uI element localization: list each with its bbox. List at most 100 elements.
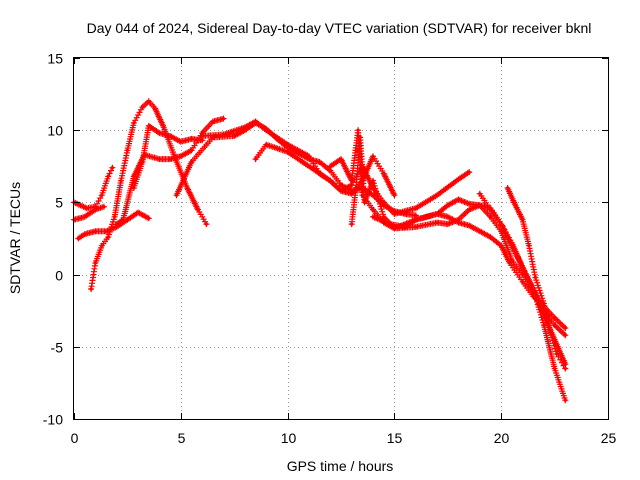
series-track-13 bbox=[476, 190, 569, 339]
data-point bbox=[89, 287, 93, 291]
x-tick-label: 20 bbox=[494, 430, 510, 446]
data-point bbox=[478, 192, 482, 196]
data-point bbox=[542, 323, 546, 327]
data-point bbox=[140, 105, 144, 109]
data-point bbox=[512, 200, 516, 204]
data-point bbox=[211, 119, 215, 124]
data-point bbox=[382, 171, 386, 176]
y-tick-label: 0 bbox=[55, 268, 63, 284]
data-point bbox=[339, 183, 343, 187]
data-point bbox=[563, 366, 567, 371]
data-point bbox=[204, 222, 208, 226]
chart-title: Day 044 of 2024, Sidereal Day-to-day VTE… bbox=[87, 20, 592, 36]
data-point bbox=[563, 398, 567, 402]
data-point bbox=[392, 193, 396, 197]
data-point bbox=[388, 222, 392, 226]
data-point bbox=[456, 221, 461, 225]
data-point bbox=[125, 148, 129, 152]
data-point bbox=[553, 366, 557, 371]
data-point bbox=[93, 208, 97, 212]
data-point bbox=[499, 244, 503, 248]
data-point bbox=[478, 229, 482, 233]
data-point bbox=[456, 177, 461, 181]
x-tick-label: 10 bbox=[281, 430, 297, 446]
data-point bbox=[414, 206, 418, 210]
series-track-4 bbox=[88, 98, 210, 292]
data-point bbox=[521, 280, 525, 284]
data-point bbox=[371, 193, 375, 197]
data-point bbox=[362, 200, 367, 204]
y-tick-label: 15 bbox=[47, 51, 63, 67]
data-point bbox=[286, 143, 290, 147]
data-point bbox=[168, 134, 172, 138]
data-point bbox=[179, 154, 183, 158]
data-point bbox=[106, 235, 110, 239]
data-point bbox=[446, 222, 450, 226]
data-point bbox=[125, 218, 129, 222]
data-point bbox=[110, 166, 114, 170]
y-axis-label: SDTVAR / TECUs bbox=[7, 182, 23, 294]
data-point bbox=[196, 208, 200, 212]
data-point bbox=[478, 203, 482, 207]
data-point bbox=[189, 148, 194, 152]
plot-frame bbox=[73, 57, 609, 420]
data-point bbox=[350, 222, 354, 226]
data-point bbox=[382, 200, 386, 204]
data-point bbox=[555, 352, 559, 356]
data-point bbox=[85, 206, 89, 210]
data-point bbox=[467, 202, 471, 206]
data-point bbox=[563, 326, 567, 330]
data-point bbox=[162, 125, 166, 129]
data-point bbox=[136, 210, 140, 215]
data-point bbox=[76, 236, 80, 241]
data-point bbox=[508, 261, 512, 265]
x-tick-label: 5 bbox=[178, 430, 186, 446]
data-point bbox=[328, 164, 332, 168]
data-point bbox=[254, 119, 258, 124]
data-point bbox=[78, 203, 82, 207]
data-point bbox=[102, 205, 106, 209]
data-point bbox=[200, 134, 204, 138]
y-tick-label: -10 bbox=[43, 412, 63, 428]
data-point bbox=[100, 244, 104, 248]
data-point bbox=[153, 106, 157, 111]
data-point bbox=[382, 215, 386, 219]
data-point bbox=[174, 193, 179, 197]
data-point bbox=[548, 330, 552, 334]
data-point bbox=[264, 128, 268, 132]
data-point bbox=[499, 222, 503, 226]
x-tick-label: 0 bbox=[71, 430, 79, 446]
series-track-6 bbox=[130, 122, 206, 191]
data-point bbox=[553, 323, 557, 327]
data-point bbox=[189, 137, 194, 141]
data-point bbox=[456, 197, 461, 202]
data-point bbox=[350, 179, 354, 183]
data-point bbox=[121, 218, 125, 222]
data-point bbox=[371, 179, 375, 183]
data-point bbox=[243, 125, 247, 129]
data-point bbox=[232, 134, 236, 138]
data-point bbox=[106, 174, 110, 178]
data-point bbox=[132, 121, 136, 125]
data-point bbox=[339, 189, 343, 193]
data-point bbox=[467, 223, 471, 228]
data-point bbox=[147, 124, 151, 128]
data-point bbox=[339, 157, 343, 161]
data-point bbox=[185, 186, 189, 190]
data-point bbox=[446, 215, 450, 219]
data-point bbox=[350, 183, 354, 187]
data-point bbox=[115, 222, 119, 226]
data-point bbox=[403, 225, 407, 229]
data-point bbox=[371, 154, 375, 158]
data-point bbox=[414, 218, 418, 222]
data-point bbox=[93, 229, 97, 233]
series-track-14 bbox=[504, 185, 569, 372]
data-point bbox=[140, 160, 144, 164]
data-point bbox=[371, 215, 375, 219]
data-point bbox=[83, 232, 87, 236]
series-layer bbox=[71, 98, 569, 404]
data-point bbox=[286, 150, 290, 154]
data-point bbox=[371, 208, 375, 212]
data-point bbox=[435, 212, 439, 216]
